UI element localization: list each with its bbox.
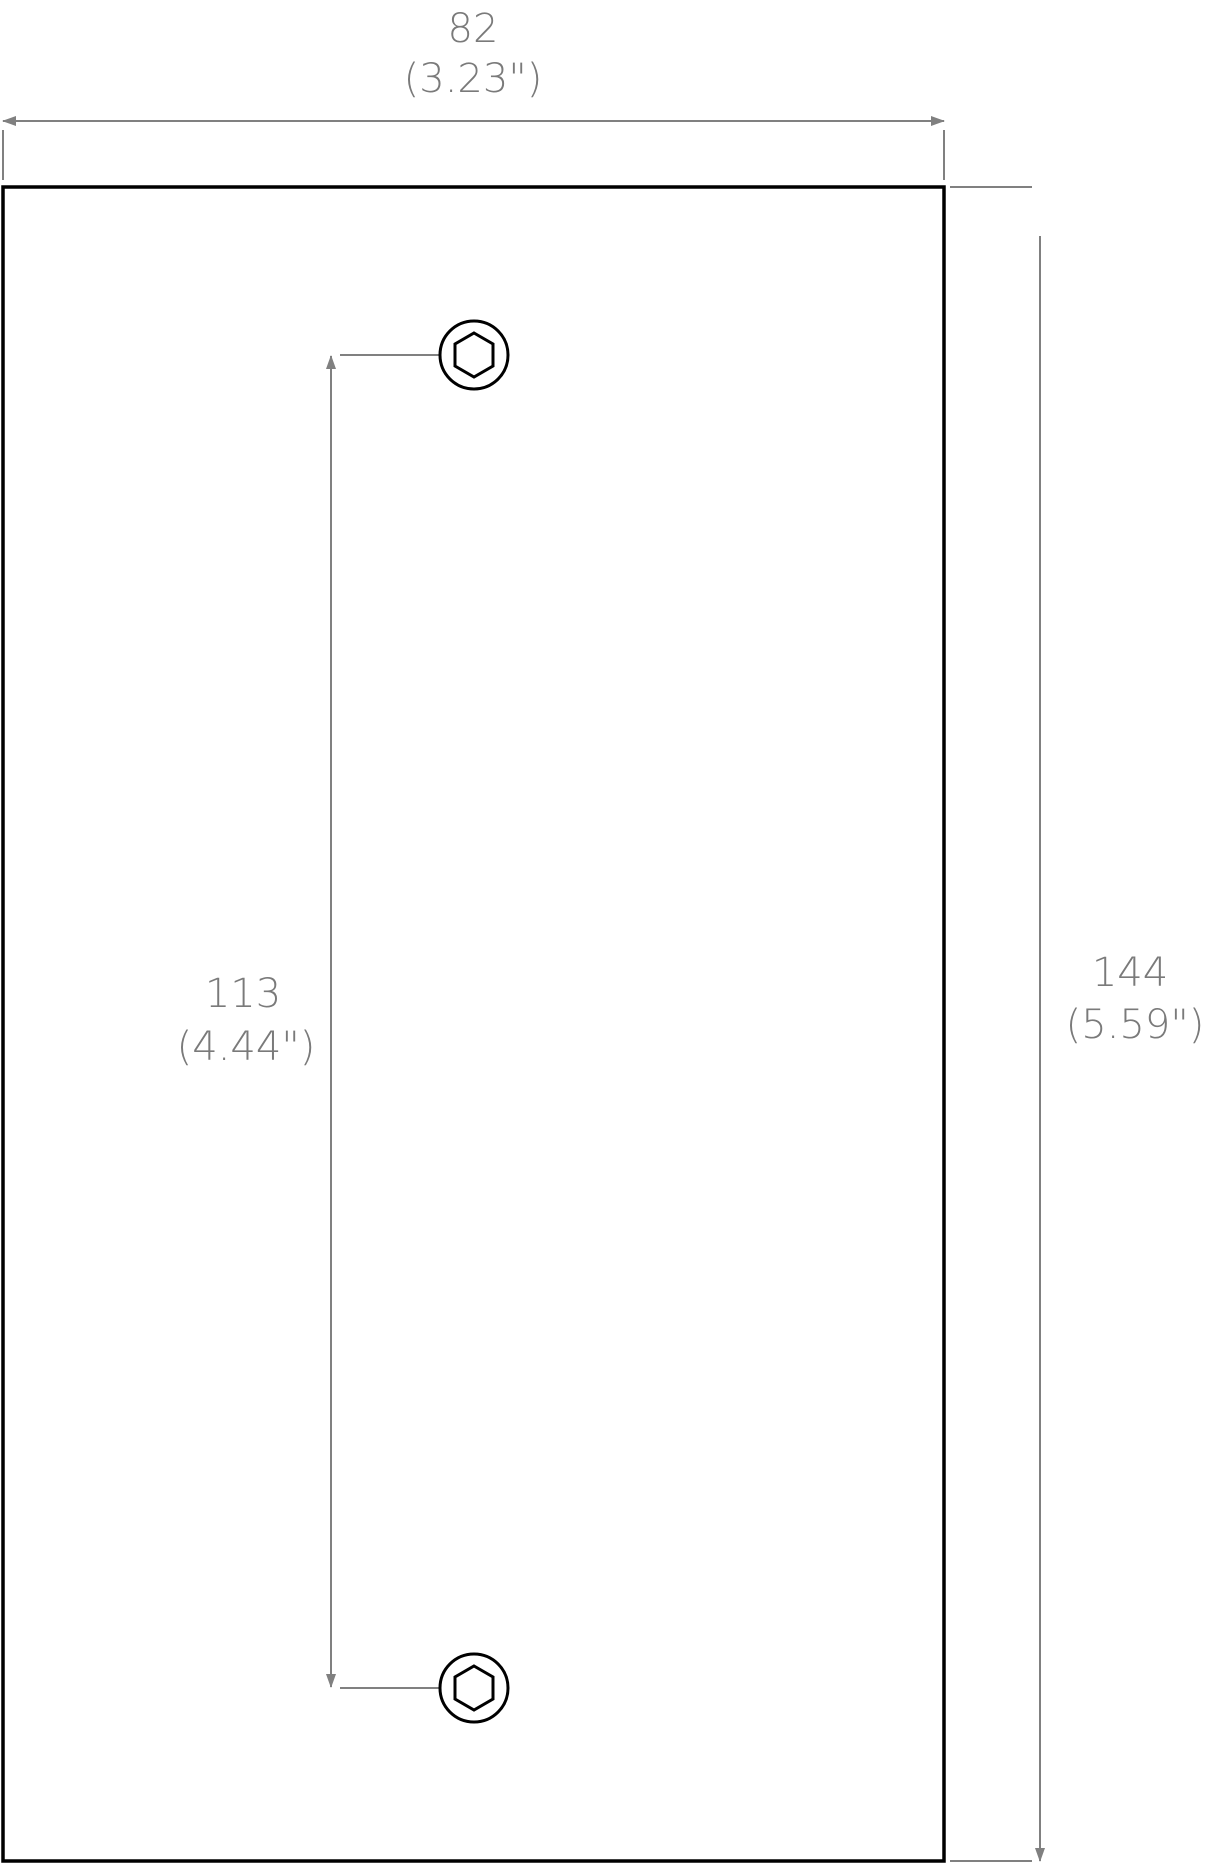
- bottom-hex-screw-icon: [438, 1652, 510, 1724]
- width-dimension: 82 (3.23"): [2, 6, 945, 180]
- hole-spacing-dimension: 113 (4.44"): [177, 354, 474, 1689]
- height-imperial: (5.59"): [1066, 1002, 1205, 1048]
- hole-spacing-value: 113: [205, 971, 281, 1017]
- hole-spacing-imperial: (4.44"): [177, 1024, 316, 1070]
- width-value: 82: [448, 6, 499, 52]
- height-value: 144: [1092, 950, 1168, 996]
- top-hex-screw-icon: [438, 319, 510, 391]
- plate-outline: [1, 185, 946, 1863]
- height-dimension: 144 (5.59"): [950, 186, 1205, 1862]
- width-imperial: (3.23"): [404, 56, 543, 102]
